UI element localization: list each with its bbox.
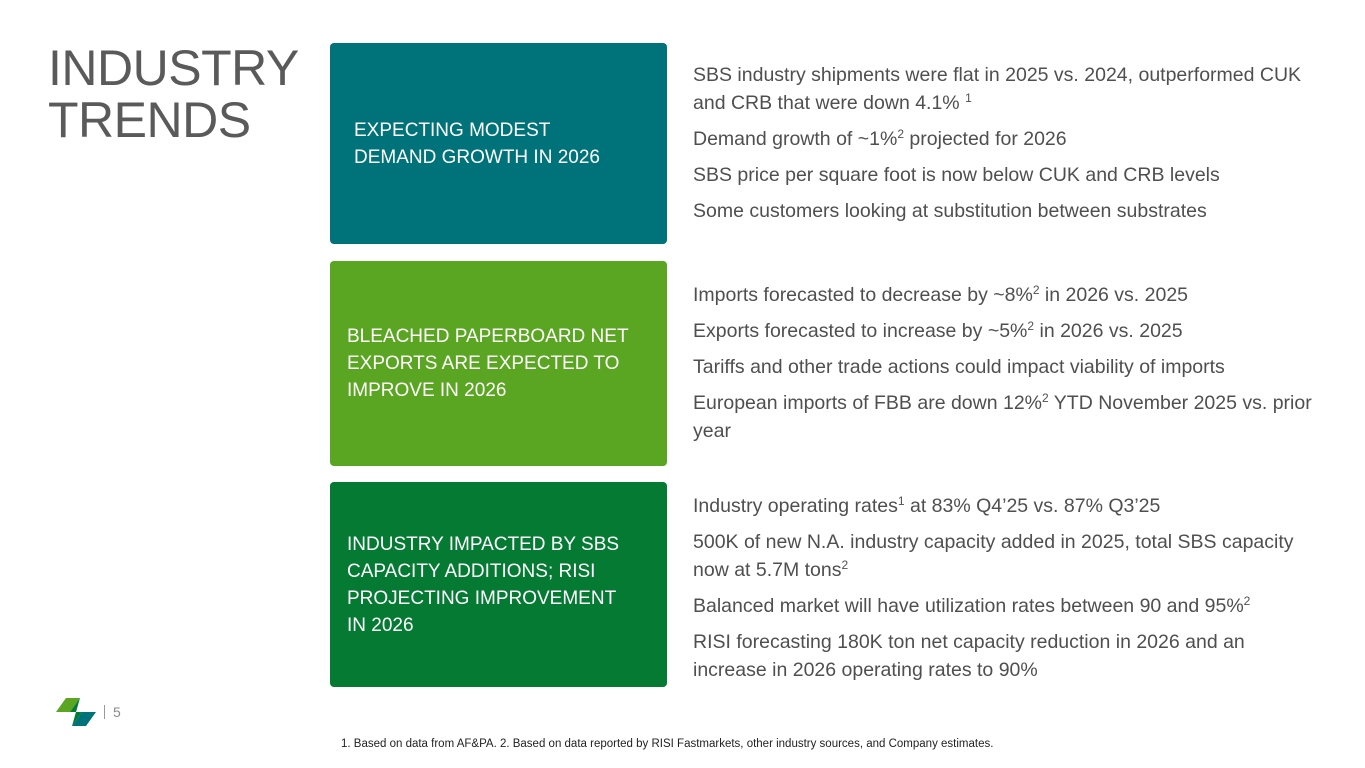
bullet-item: Industry operating rates1 at 83% Q4’25 v… [693,494,1161,517]
panel-heading-line: DEMAND GROWTH IN 2026 [354,146,600,168]
bullet-item: Some customers looking at substitution b… [693,200,1207,222]
title-line-2: TRENDS [48,92,251,148]
bullet-item: RISI forecasting 180K ton net capacity r… [693,631,1245,681]
panel-heading-line: IN 2026 [347,614,414,636]
panel-heading-line: CAPACITY ADDITIONS; RISI [347,560,596,582]
panel-heading-line: IMPROVE IN 2026 [347,380,507,401]
footnote: 1. Based on data from AF&PA. 2. Based on… [341,738,994,750]
panel-heading-line: EXPECTING MODEST [354,119,551,141]
bullet-item: 500K of new N.A. industry capacity added… [693,531,1294,581]
bullet-item: Tariffs and other trade actions could im… [693,356,1225,378]
page-indicator: 5 [104,704,121,720]
page-title: INDUSTRY TRENDS [48,42,299,146]
bullet-item: European imports of FBB are down 12%2 YT… [693,391,1312,442]
logo-shape-dark [70,698,80,712]
logo-shape-dark [72,712,82,726]
net-exports-panel: BLEACHED PAPERBOARD NET EXPORTS ARE EXPE… [330,261,667,466]
panel-heading-line: INDUSTRY IMPACTED BY SBS [347,533,620,555]
page-separator [104,705,105,719]
net-exports-bullets: Imports forecasted to decrease by ~8%2 i… [693,281,1323,453]
company-logo-icon [56,698,96,726]
demand-growth-bullets: SBS industry shipments were flat in 2025… [693,61,1323,233]
logo-shape-light [56,698,80,712]
capacity-bullets: Industry operating rates1 at 83% Q4’25 v… [693,492,1323,692]
panel-heading-line: PROJECTING IMPROVEMENT [347,587,617,609]
capacity-panel: INDUSTRY IMPACTED BY SBS CAPACITY ADDITI… [330,482,667,687]
panel-heading-line: EXPORTS ARE EXPECTED TO [347,353,620,374]
bullet-item: Exports forecasted to increase by ~5%2 i… [693,319,1183,342]
bullet-item: SBS price per square foot is now below C… [693,164,1220,186]
logo-shape-teal [72,712,96,726]
bullet-item: Balanced market will have utilization ra… [693,594,1251,617]
bullet-item: Imports forecasted to decrease by ~8%2 i… [693,283,1189,306]
bullet-item: Demand growth of ~1%2 projected for 2026 [693,127,1067,150]
demand-growth-panel: EXPECTING MODEST DEMAND GROWTH IN 2026 [330,43,667,244]
panel-heading-line: BLEACHED PAPERBOARD NET [347,326,629,347]
title-line-1: INDUSTRY [48,40,299,96]
page-number: 5 [113,704,121,720]
bullet-item: SBS industry shipments were flat in 2025… [693,64,1302,114]
